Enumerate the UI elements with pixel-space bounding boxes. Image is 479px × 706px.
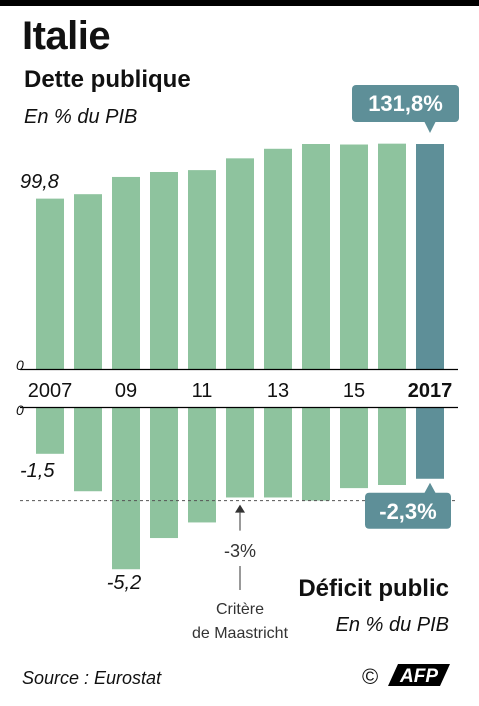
debt-bar-2007 [36, 198, 64, 369]
deficit-bar-2007 [36, 407, 64, 454]
deficit-bar-2014 [302, 407, 330, 501]
top-rule [0, 0, 479, 6]
deficit-bar-2016 [378, 407, 406, 485]
debt-subtitle: Dette publique [24, 66, 191, 93]
year-tick-label: 11 [192, 380, 213, 402]
debt-callout-box [352, 85, 459, 122]
debt-bar-2015 [340, 144, 368, 369]
debt-bar-2016 [378, 143, 406, 369]
maastricht-caption-line2: de Maastricht [192, 625, 289, 642]
debt-zero-label: 0 [16, 357, 24, 373]
debt-first-value-label: 99,8 [20, 171, 59, 193]
debt-bar-2013 [264, 148, 292, 369]
debt-callout-label: 131,8% [368, 91, 443, 116]
deficit-bar-2009 [112, 407, 140, 570]
deficit-zero-label: 0 [16, 402, 24, 418]
deficit-subtitle: Déficit public [298, 575, 449, 602]
afp-logo: AFP [388, 664, 450, 687]
maastricht-arrow-head [235, 504, 245, 513]
deficit-unit: En % du PIB [335, 614, 449, 636]
copyright-symbol: © [362, 664, 379, 689]
debt-callout-pointer [424, 121, 436, 133]
year-tick-label: 15 [343, 380, 365, 402]
deficit-callout-label: -2,3% [379, 499, 436, 524]
deficit-bar-2010 [150, 407, 178, 539]
year-tick-label: 2007 [28, 380, 73, 402]
debt-bar-2008 [74, 194, 102, 369]
year-tick-label: 2017 [408, 380, 453, 402]
deficit-bar-2008 [74, 407, 102, 492]
debt-bar-2012 [226, 158, 254, 369]
debt-bar-2010 [150, 171, 178, 369]
deficit-bar-2012 [226, 407, 254, 498]
deficit-min-value-label: -5,2 [107, 572, 141, 594]
year-tick-label: 09 [115, 380, 137, 402]
deficit-bar-2015 [340, 407, 368, 489]
deficit-callout-pointer [424, 482, 436, 494]
afp-logo-text: AFP [399, 666, 438, 687]
maastricht-value-label: -3% [224, 541, 256, 561]
deficit-bar-2013 [264, 407, 292, 498]
debt-unit: En % du PIB [24, 106, 138, 128]
deficit-bar-2011 [188, 407, 216, 523]
deficit-first-value-label: -1,5 [20, 460, 55, 482]
debt-bar-2017 [416, 144, 444, 369]
maastricht-caption-line1: Critère [216, 601, 264, 618]
debt-bar-2011 [188, 170, 216, 369]
page-title: Italie [22, 14, 111, 58]
debt-bar-2009 [112, 176, 140, 369]
source-note: Source : Eurostat [22, 668, 162, 688]
deficit-callout-box [365, 492, 451, 529]
debt-bar-2014 [302, 144, 330, 369]
year-tick-label: 13 [267, 380, 289, 402]
deficit-bar-2017 [416, 407, 444, 479]
